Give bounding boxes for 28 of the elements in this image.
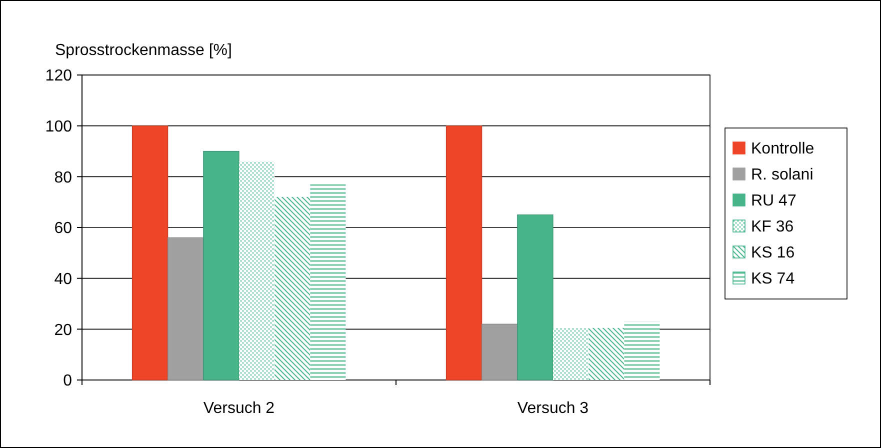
x-tick-label: Versuch 2: [203, 400, 275, 417]
bar: [446, 126, 482, 380]
bar: [239, 161, 275, 380]
legend-label: KS 74: [751, 270, 795, 288]
y-tick-label: 20: [54, 322, 72, 339]
bar: [132, 126, 168, 380]
legend-label: R. solani: [751, 166, 814, 184]
bar: [203, 150, 240, 380]
legend-label: Kontrolle: [751, 140, 814, 158]
bar: [517, 214, 554, 380]
bar: [274, 197, 310, 380]
bar: [168, 237, 204, 380]
y-tick-label: 120: [45, 68, 72, 85]
x-tick-label: Versuch 3: [517, 400, 589, 417]
y-tick-label: 100: [45, 118, 72, 136]
legend-label: KF 36: [751, 218, 794, 236]
bar: [624, 322, 660, 380]
legend-label: KS 16: [751, 244, 795, 262]
legend-label: RU 47: [751, 192, 796, 210]
y-axis-title: Sprosstrockenmasse [%]: [55, 42, 232, 59]
bar: [553, 328, 589, 380]
y-tick-label: 0: [63, 372, 72, 390]
y-tick-label: 80: [54, 169, 72, 186]
bar: [482, 324, 518, 380]
bar: [588, 328, 624, 380]
y-tick-label: 60: [54, 220, 72, 238]
y-tick-label: 40: [54, 270, 72, 288]
bar: [310, 184, 346, 380]
